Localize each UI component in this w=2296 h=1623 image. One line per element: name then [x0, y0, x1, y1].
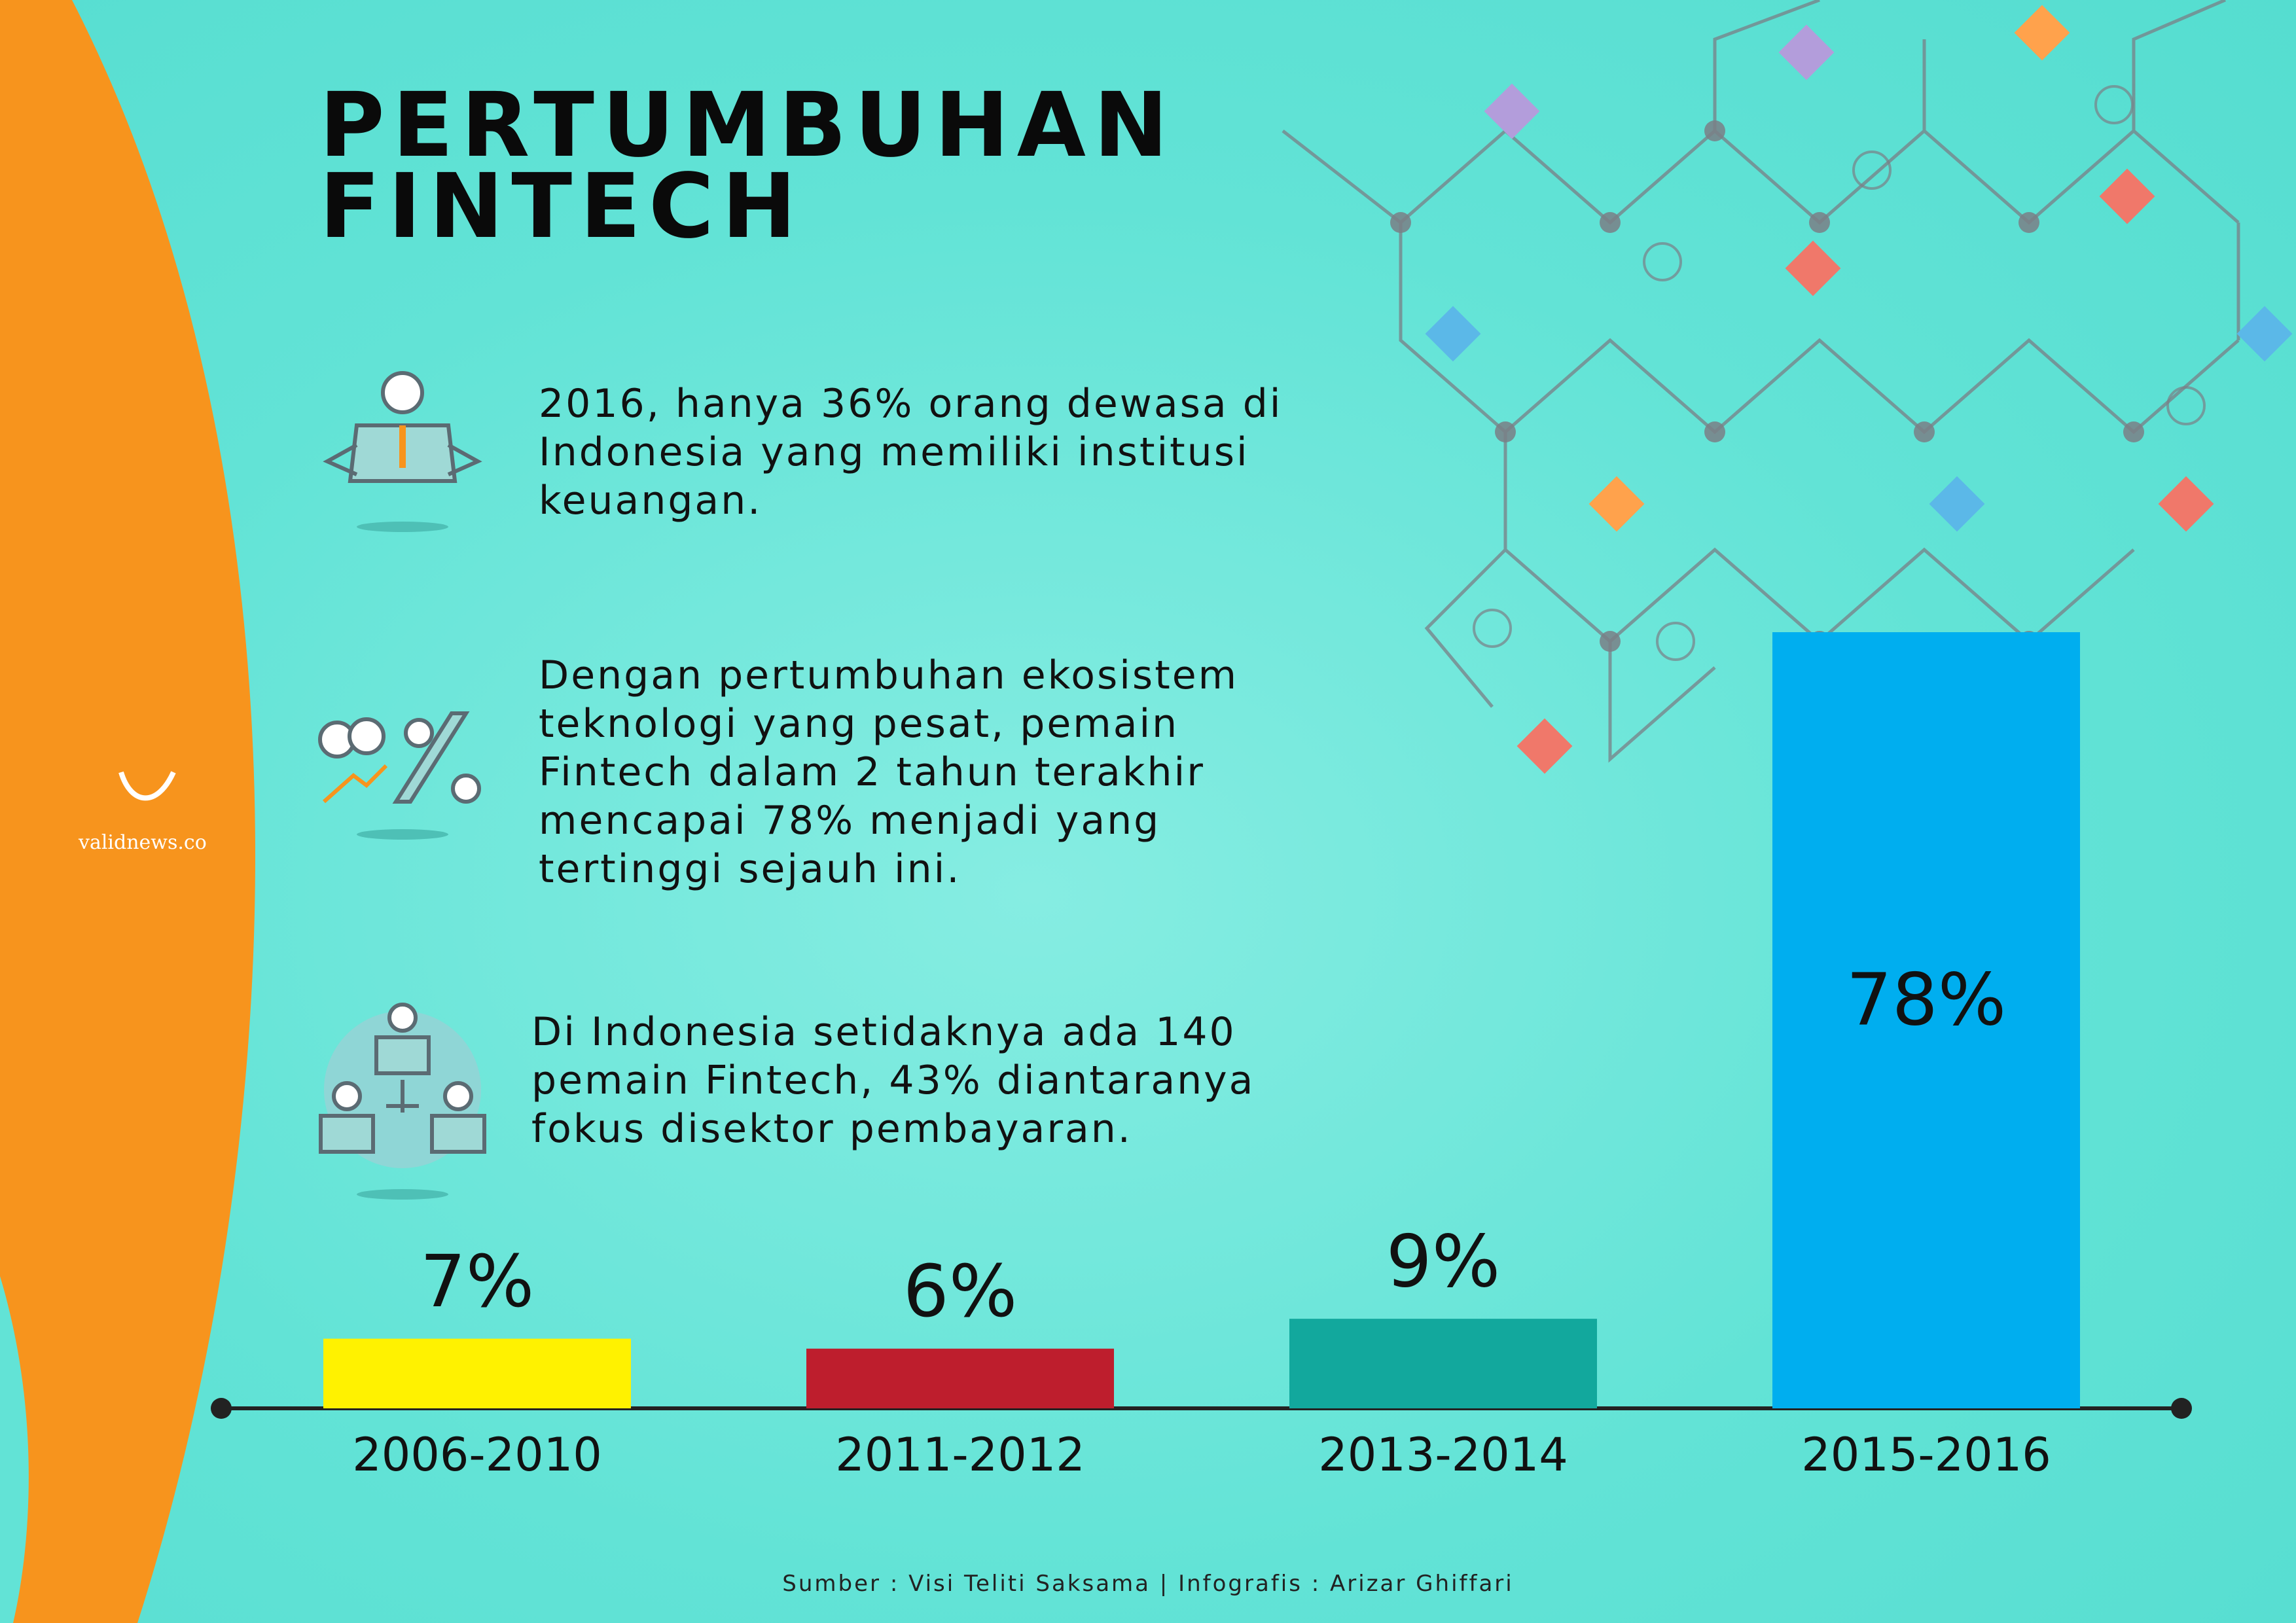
fact-text: Di Indonesia setidaknya ada 140 pemain F…	[531, 1009, 1255, 1152]
logo: validnews.co	[79, 831, 207, 854]
fact-text: 2016, hanya 36% orang dewasa di Indonesi…	[539, 381, 1283, 524]
circuit	[1282, 0, 2240, 763]
orange-curve	[0, 0, 256, 1623]
title: PERTUMBUHAN FINTECH	[319, 74, 1176, 259]
value-label: 9%	[1386, 1219, 1501, 1303]
x-tick-label: 2011-2012	[835, 1428, 1085, 1482]
bar	[1289, 1319, 1597, 1408]
bar	[323, 1338, 631, 1408]
x-tick-label: 2013-2014	[1318, 1428, 1568, 1482]
circuit-rings	[1473, 85, 2206, 661]
icon-percent	[318, 711, 481, 840]
value-label: 7%	[420, 1240, 535, 1323]
x-tick-label: 2006-2010	[352, 1428, 602, 1482]
baseline-end	[211, 1398, 232, 1419]
value-label: 6%	[903, 1249, 1018, 1333]
curve-gap	[0, 1276, 29, 1623]
x-tick-label: 2015-2016	[1801, 1428, 2051, 1482]
value-label: 78%	[1846, 958, 2007, 1042]
source: Sumber : Visi Teliti Saksama | Infografi…	[782, 1571, 1514, 1597]
icon-network	[319, 1003, 486, 1200]
bar	[806, 1348, 1114, 1408]
diamonds	[1425, 5, 2293, 774]
baseline-end	[2171, 1398, 2192, 1419]
fact-text: Dengan pertumbuhan ekosistem teknologi y…	[539, 652, 1239, 892]
circuit-nodes	[1390, 120, 2144, 652]
bar	[1772, 632, 2080, 1408]
icon-person	[323, 371, 482, 532]
logo-mark	[118, 771, 176, 801]
